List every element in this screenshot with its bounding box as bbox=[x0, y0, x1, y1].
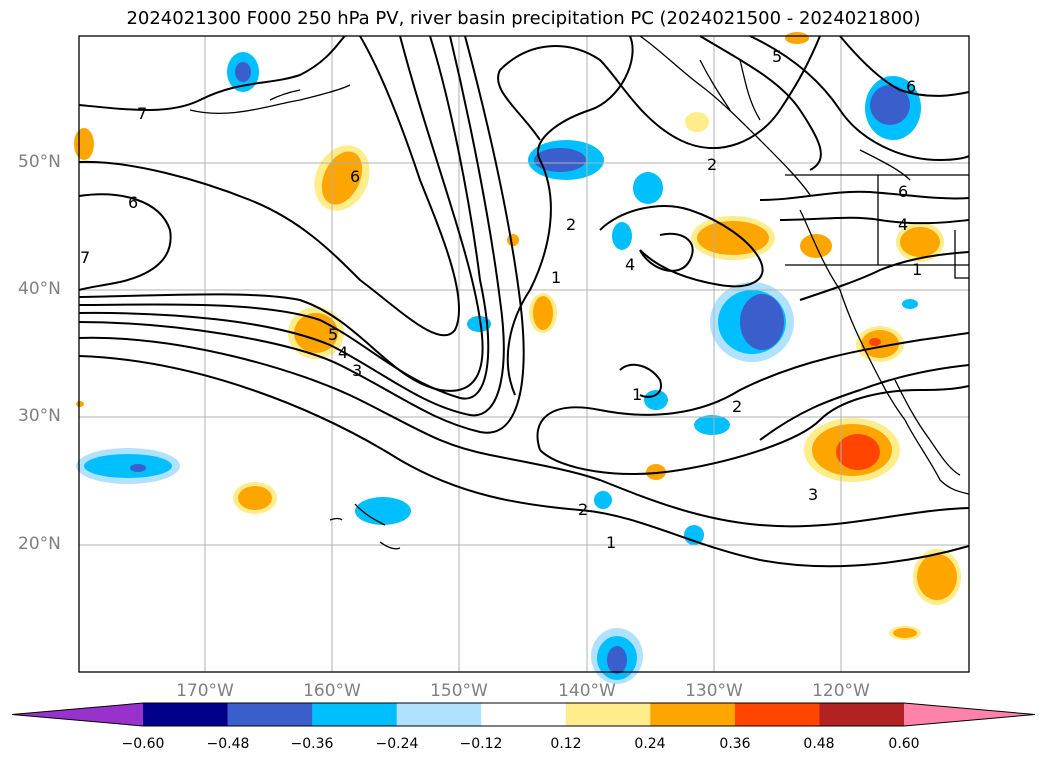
precip-pos-blob bbox=[836, 434, 880, 470]
precip-pos-blob bbox=[785, 32, 809, 44]
colorbar-extend-min bbox=[12, 703, 143, 726]
contour-label: 1 bbox=[606, 533, 616, 552]
contour-label: 2 bbox=[732, 397, 742, 416]
precip-neg-blob bbox=[235, 62, 251, 82]
contour-label: 6 bbox=[350, 167, 360, 186]
precip-neg-blob bbox=[355, 497, 411, 525]
precip-neg-blob bbox=[740, 294, 784, 350]
contour-label: 3 bbox=[352, 361, 362, 380]
colorbar-segment bbox=[650, 703, 736, 726]
lon-label-130w: 130°W bbox=[685, 681, 743, 701]
contour-label: 1 bbox=[632, 385, 642, 404]
precip-neg-blob bbox=[644, 390, 668, 410]
colorbar-segment bbox=[143, 703, 229, 726]
precip-pos-blob bbox=[238, 486, 272, 510]
colorbar-segment bbox=[481, 703, 567, 726]
lon-label-150w: 150°W bbox=[430, 681, 488, 701]
colorbar-outline bbox=[11, 702, 1036, 727]
colorbar-segment bbox=[227, 703, 313, 726]
colorbar-tick: −0.48 bbox=[206, 736, 250, 752]
precip-pos-blob bbox=[76, 401, 84, 407]
precip-neg-blob bbox=[870, 85, 910, 125]
contour-label: 6 bbox=[128, 193, 138, 212]
colorbar-tick: 0.36 bbox=[719, 736, 751, 752]
precip-neg-blob bbox=[130, 464, 146, 472]
precip-neg-blob bbox=[534, 148, 586, 172]
colorbar-tick: 0.12 bbox=[550, 736, 582, 752]
contour-label: 6 bbox=[898, 182, 908, 201]
lon-label-170w: 170°W bbox=[176, 681, 234, 701]
coastlines bbox=[189, 35, 970, 550]
precip-neg-blob bbox=[902, 299, 918, 309]
lat-label-30n: 30°N bbox=[18, 406, 61, 426]
contour-label: 2 bbox=[578, 500, 588, 519]
contour-label: 7 bbox=[80, 248, 90, 267]
colorbar-tick: 0.60 bbox=[888, 736, 920, 752]
precip-shading bbox=[74, 32, 961, 684]
lon-label-120w: 120°W bbox=[812, 681, 870, 701]
lat-label-50n: 50°N bbox=[18, 152, 61, 172]
graticule bbox=[79, 36, 969, 672]
colorbar-tick: −0.36 bbox=[290, 736, 334, 752]
lon-label-140w: 140°W bbox=[558, 681, 616, 701]
precip-pos-blob bbox=[917, 554, 957, 600]
colorbar-tick: −0.24 bbox=[375, 736, 419, 752]
precip-pos-blob bbox=[869, 338, 881, 346]
contour-label: 1 bbox=[912, 260, 922, 279]
colorbar-extend-max bbox=[904, 703, 1035, 726]
contour-label: 4 bbox=[898, 215, 908, 234]
colorbar-segment bbox=[312, 703, 398, 726]
colorbar-tick: 0.24 bbox=[634, 736, 666, 752]
contour-label: 4 bbox=[625, 255, 635, 274]
contour-label: 6 bbox=[906, 77, 916, 96]
contour-label: 2 bbox=[566, 215, 576, 234]
precip-neg-blob bbox=[84, 454, 172, 478]
precip-neg-blob bbox=[594, 491, 612, 509]
precip-pos-blob bbox=[646, 464, 666, 480]
precip-neg-blob bbox=[633, 172, 663, 204]
contour-label: 1 bbox=[551, 268, 561, 287]
contour-labels: 7 6 7 6 5 4 3 2 1 4 1 2 2 1 3 5 6 6 4 1 bbox=[80, 47, 922, 552]
precip-pos-blob bbox=[900, 227, 940, 257]
contour-label: 5 bbox=[328, 325, 338, 344]
contour-label: 2 bbox=[707, 155, 717, 174]
chart-title: 2024021300 F000 250 hPa PV, river basin … bbox=[126, 8, 921, 29]
contour-label: 5 bbox=[772, 47, 782, 66]
precip-pos-blob bbox=[685, 112, 709, 132]
precip-neg-blob bbox=[467, 316, 491, 332]
colorbar-segment bbox=[734, 703, 820, 726]
colorbar-segment bbox=[819, 703, 905, 726]
lat-label-40n: 40°N bbox=[18, 279, 61, 299]
precip-neg-blob bbox=[607, 646, 627, 674]
contour-label: 7 bbox=[137, 104, 147, 123]
precip-pos-blob bbox=[533, 296, 553, 330]
contour-label: 3 bbox=[808, 485, 818, 504]
colorbar-segment bbox=[565, 703, 651, 726]
precip-pos-blob bbox=[893, 628, 917, 638]
colorbar-segment bbox=[396, 703, 482, 726]
lon-label-160w: 160°W bbox=[303, 681, 361, 701]
contour-label: 4 bbox=[338, 343, 348, 362]
colorbar-tick: 0.48 bbox=[803, 736, 835, 752]
map-frame bbox=[78, 35, 970, 673]
colorbar-tick: −0.12 bbox=[459, 736, 503, 752]
precip-neg-blob bbox=[612, 222, 632, 250]
lat-label-20n: 20°N bbox=[18, 534, 61, 554]
colorbar-tick: −0.60 bbox=[121, 736, 165, 752]
precip-neg-blob bbox=[694, 415, 730, 435]
pv-contours bbox=[78, 35, 970, 568]
